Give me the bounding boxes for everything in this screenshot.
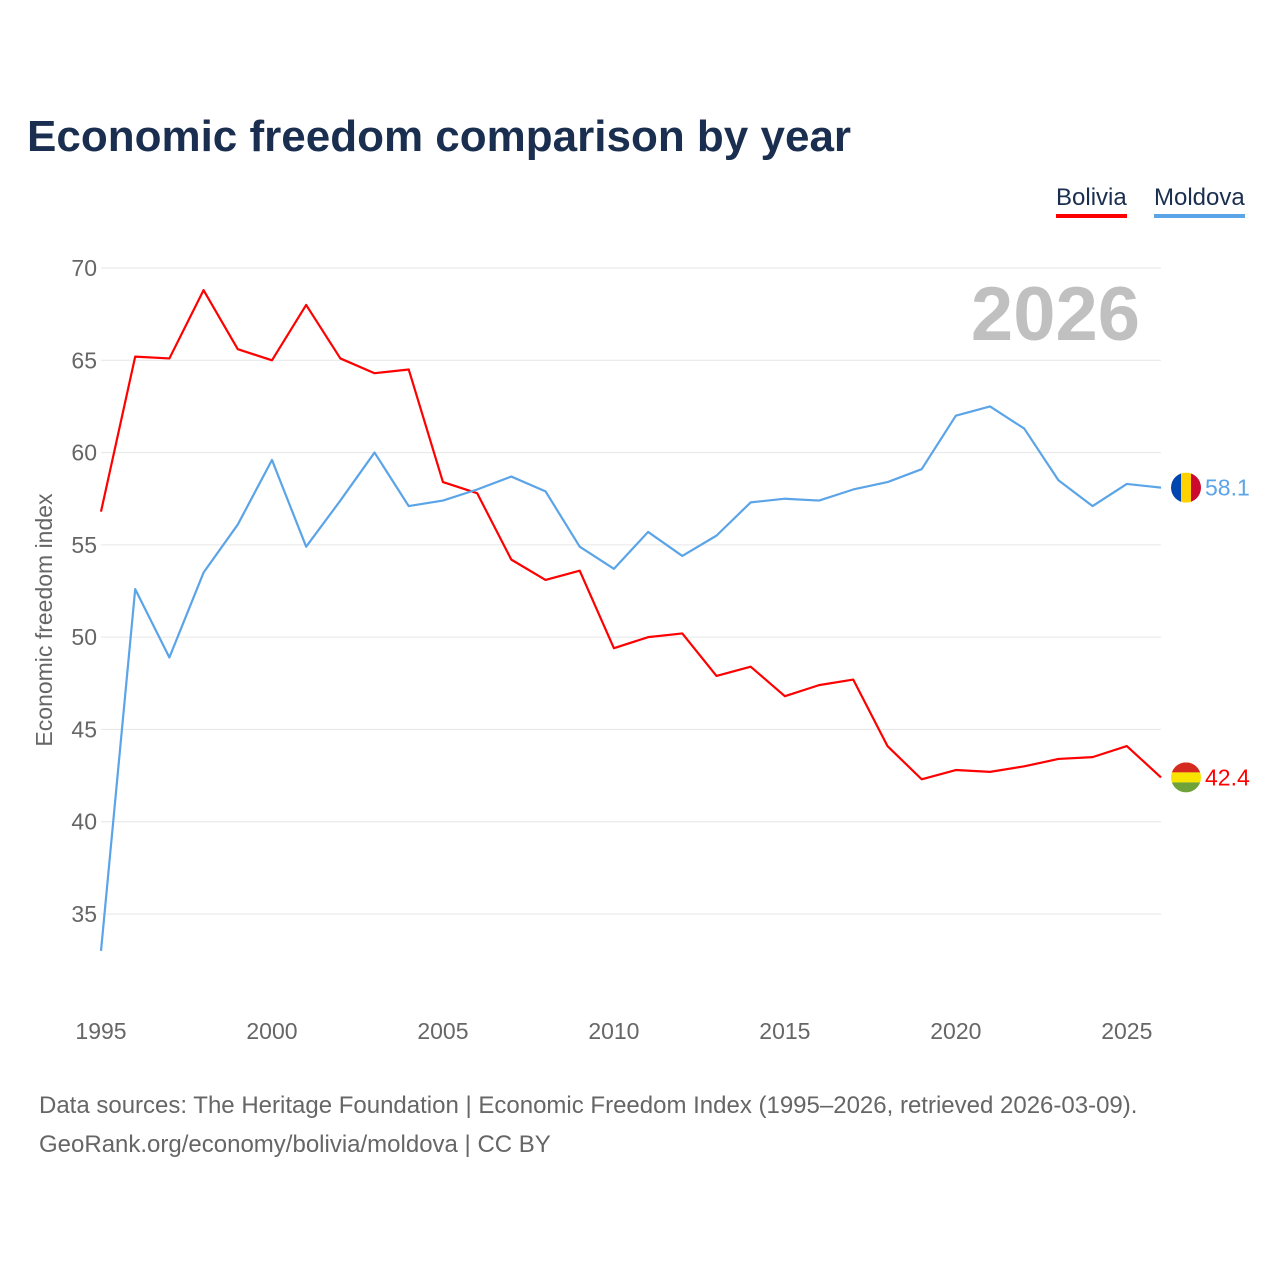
- end-label-moldova: 58.1: [1205, 475, 1250, 501]
- y-tick-label: 70: [71, 255, 97, 281]
- x-tick-label: 2015: [759, 1018, 810, 1044]
- x-tick-label: 2000: [246, 1018, 297, 1044]
- end-label-bolivia: 42.4: [1205, 764, 1250, 790]
- legend-bolivia[interactable]: Bolivia: [1056, 184, 1127, 218]
- chart-title: Economic freedom comparison by year: [27, 112, 852, 161]
- footer-link[interactable]: GeoRank.org/economy/bolivia/moldova | CC…: [39, 1131, 551, 1158]
- x-tick-label: 2025: [1101, 1018, 1152, 1044]
- footer-sources: Data sources: The Heritage Foundation | …: [39, 1092, 1138, 1119]
- series-line-bolivia: [99, 289, 1162, 781]
- x-tick-label: 2005: [417, 1018, 468, 1044]
- y-tick-label: 45: [71, 716, 97, 742]
- y-tick-label: 35: [71, 901, 97, 927]
- legend-moldova[interactable]: Moldova: [1154, 184, 1245, 218]
- flag-moldova-icon: [1171, 472, 1201, 503]
- y-tick-label: 50: [71, 624, 97, 650]
- x-tick-label: 2010: [588, 1018, 639, 1044]
- footer: Data sources: The Heritage Foundation | …: [39, 1086, 1137, 1164]
- y-tick-label: 40: [71, 809, 97, 835]
- y-tick-label: 65: [71, 347, 97, 373]
- y-tick-label: 60: [71, 440, 97, 466]
- y-axis-label: Economic freedom index: [31, 493, 57, 747]
- x-tick-label: 2020: [930, 1018, 981, 1044]
- x-tick-label: 1995: [75, 1018, 126, 1044]
- series-line-moldova: [99, 405, 1162, 952]
- year-watermark: 2026: [971, 272, 1140, 357]
- y-tick-label: 55: [71, 532, 97, 558]
- flag-bolivia-icon: [1171, 762, 1201, 793]
